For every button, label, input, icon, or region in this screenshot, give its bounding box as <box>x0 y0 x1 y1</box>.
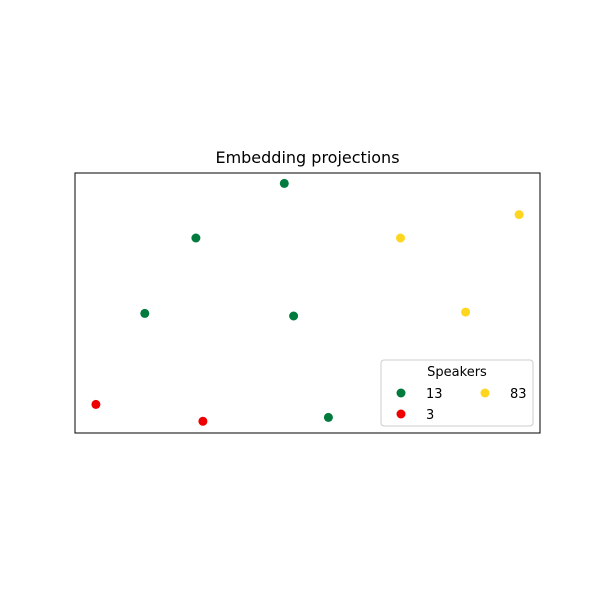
legend-label-3: 3 <box>426 408 434 423</box>
points-layer <box>91 178 524 426</box>
legend-label-13: 13 <box>426 387 443 402</box>
data-point-13-2 <box>191 233 201 243</box>
data-point-83-3 <box>461 307 471 317</box>
legend-title: Speakers <box>427 365 487 380</box>
data-point-83-2 <box>514 210 524 220</box>
legend-box <box>380 359 534 427</box>
chart-title: Embedding projections <box>215 148 399 167</box>
data-point-13-4 <box>289 311 299 321</box>
plot-frame <box>74 172 541 434</box>
data-point-3-2 <box>198 416 208 426</box>
legend: Speakers 13 3 83 <box>380 359 534 427</box>
legend-marker-83 <box>480 388 490 398</box>
data-point-13-1 <box>279 178 289 188</box>
data-point-3-1 <box>91 399 101 409</box>
legend-marker-3 <box>396 409 406 419</box>
legend-marker-13 <box>396 388 406 398</box>
data-point-13-5 <box>323 412 333 422</box>
legend-entries: 13 3 83 <box>396 387 527 423</box>
data-point-83-1 <box>396 233 405 243</box>
legend-label-83: 83 <box>510 387 527 402</box>
data-point-13-3 <box>140 308 150 318</box>
